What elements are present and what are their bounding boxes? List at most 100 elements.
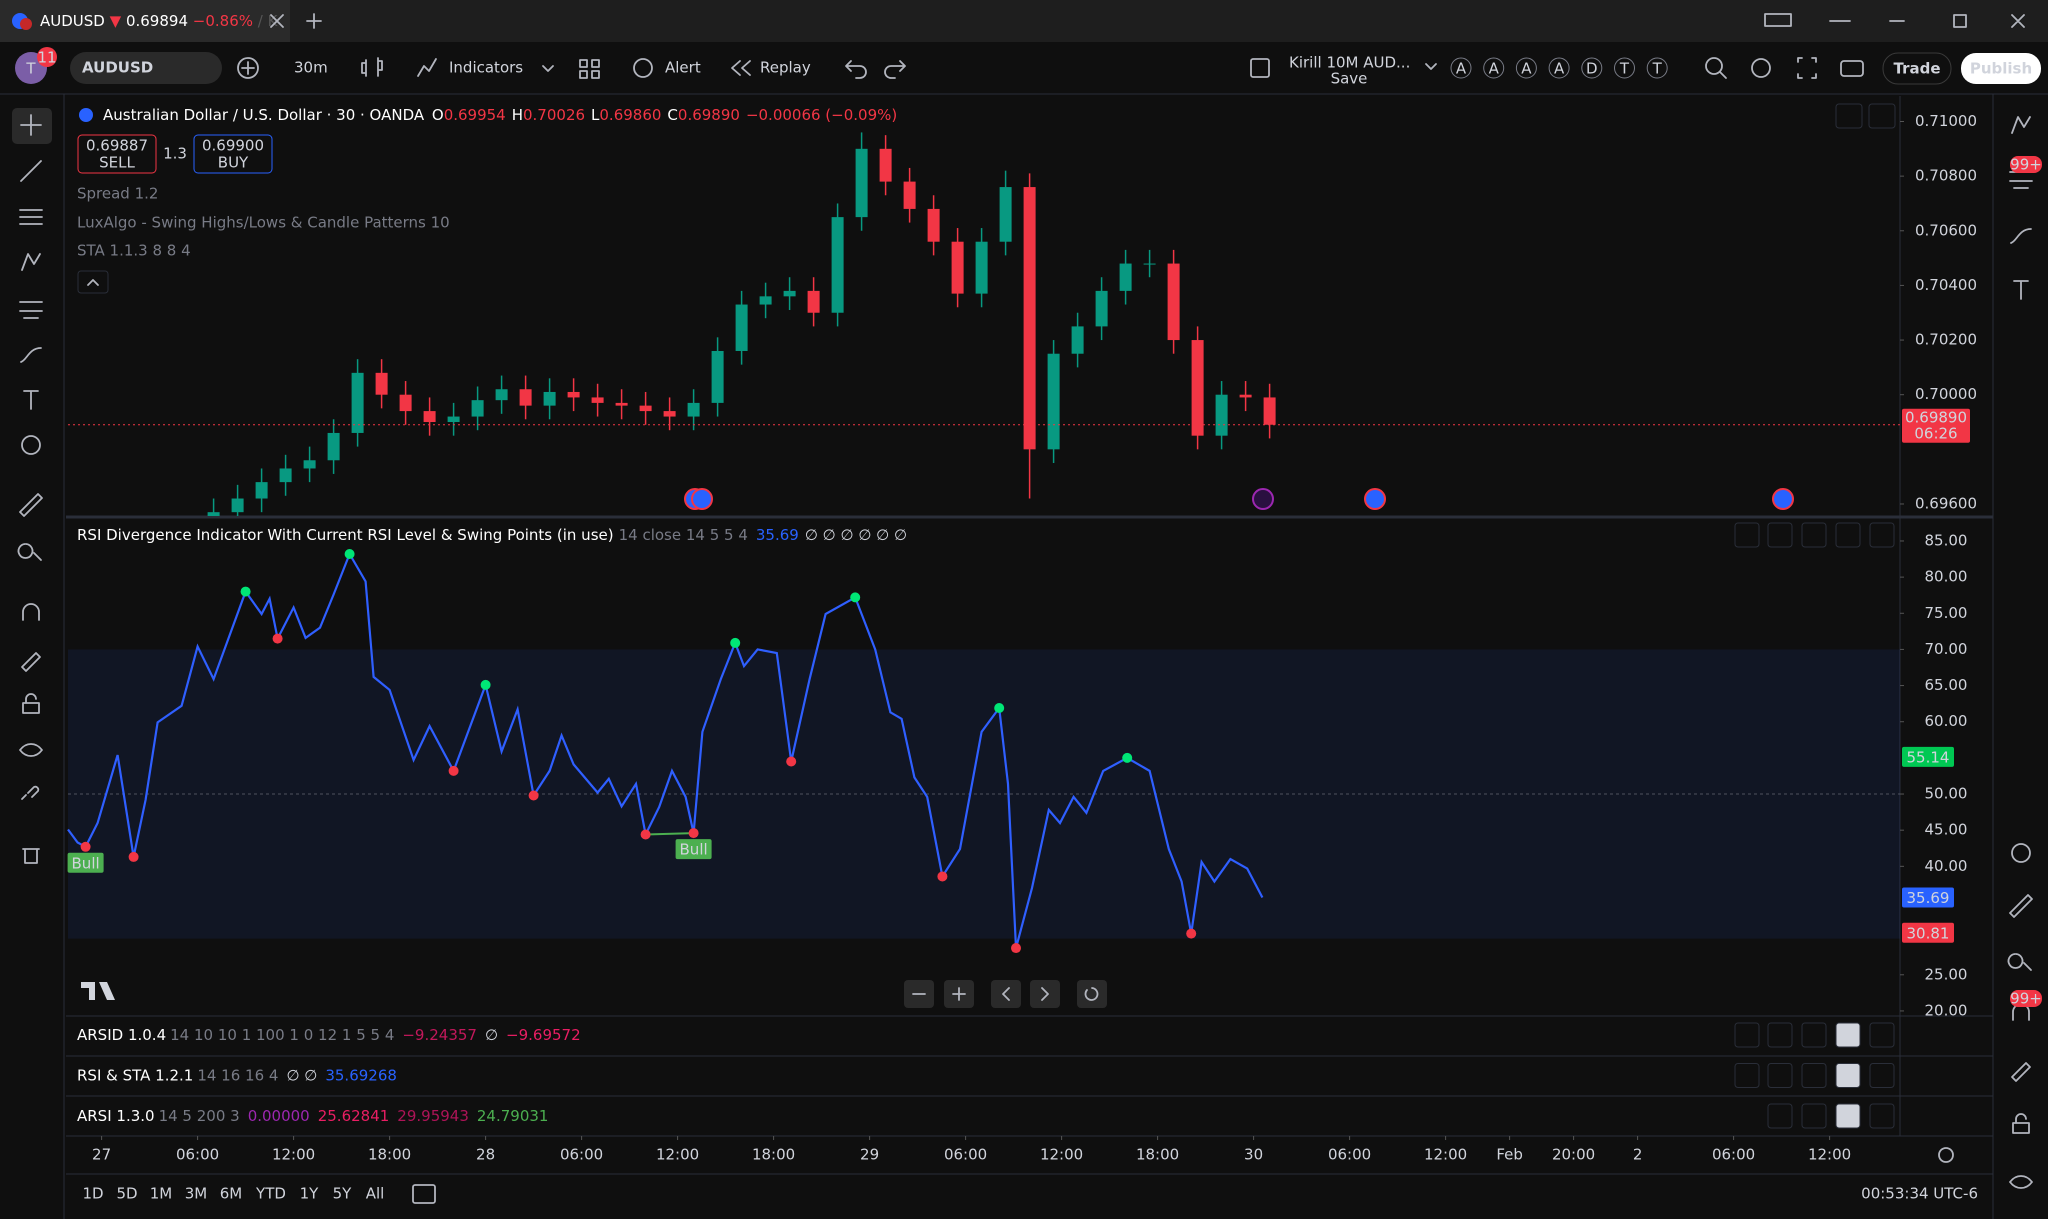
swing-high: [850, 592, 860, 602]
swing-high: [481, 680, 491, 690]
candle-body: [832, 217, 844, 313]
layout-save[interactable]: Save: [1331, 70, 1368, 88]
nav-button[interactable]: [991, 980, 1021, 1008]
rsi-extras: ∅ ∅ ∅ ∅ ∅ ∅: [805, 526, 907, 544]
publish-label: Publish: [1970, 60, 2032, 78]
legend-value: 0.69890: [678, 106, 740, 124]
x-tick-label: 18:00: [752, 1146, 795, 1164]
swing-low: [529, 790, 539, 800]
candle-body: [496, 389, 508, 400]
y-tick-label: 0.70200: [1915, 331, 1977, 349]
candle-body: [1240, 395, 1252, 398]
candle-body: [592, 397, 604, 402]
x-tick-label: 18:00: [368, 1146, 411, 1164]
range-button[interactable]: 5Y: [333, 1185, 353, 1203]
candle-body: [976, 242, 988, 294]
pane-params: 14 16 16 4: [197, 1066, 278, 1084]
legend-title: Australian Dollar / U.S. Dollar · 30 · O…: [103, 106, 425, 124]
y-tick-label: 25.00: [1925, 965, 1968, 983]
range-button[interactable]: 3M: [185, 1185, 208, 1203]
pane-params: 14 10 10 1 100 1 0 12 1 5 5 4: [170, 1026, 394, 1044]
clock[interactable]: 00:53:34 UTC-6: [1861, 1185, 1978, 1203]
range-button[interactable]: All: [366, 1185, 385, 1203]
alert-letter: A: [1489, 60, 1500, 78]
y-tick-label: 0.70400: [1915, 276, 1977, 294]
nav-button[interactable]: [1077, 980, 1107, 1008]
swing-low: [1011, 943, 1021, 953]
y-tick-label: 0.70800: [1915, 167, 1977, 185]
countdown-label: 06:26: [1914, 424, 1957, 442]
x-tick-label: 12:00: [1424, 1146, 1467, 1164]
sell-label: SELL: [99, 154, 135, 172]
range-button[interactable]: 1M: [150, 1185, 173, 1203]
x-tick-label: 06:00: [944, 1146, 987, 1164]
avatar-letter: T: [25, 60, 36, 78]
pane-button[interactable]: [1836, 1064, 1860, 1088]
candle-body: [784, 291, 796, 296]
indicators[interactable]: Indicators: [449, 59, 523, 77]
active-tool[interactable]: [12, 108, 52, 144]
range-button[interactable]: YTD: [255, 1185, 286, 1203]
pane-value: ∅ ∅: [286, 1066, 317, 1084]
swing-low: [1186, 929, 1196, 939]
pane-name: ARSI 1.3.0: [77, 1107, 155, 1125]
tab-change: −0.86%: [193, 12, 253, 30]
candle-body: [352, 373, 364, 433]
legend-key: H: [512, 106, 523, 124]
event-icon[interactable]: [692, 489, 712, 509]
legend-value: 0.69860: [599, 106, 661, 124]
x-tick-label: 2: [1633, 1146, 1643, 1164]
candle-body: [472, 400, 484, 416]
indicator-legend[interactable]: LuxAlgo - Swing Highs/Lows & Candle Patt…: [77, 214, 450, 232]
pane-value: 24.79031: [477, 1107, 549, 1125]
legend-change: −0.00066 (−0.09%): [746, 106, 897, 124]
x-tick-label: 12:00: [272, 1146, 315, 1164]
range-button[interactable]: 1D: [82, 1185, 103, 1203]
alert-letter: D: [1586, 60, 1598, 78]
pane-button[interactable]: [1836, 1104, 1860, 1128]
alert[interactable]: Alert: [665, 59, 701, 77]
event-icon[interactable]: [1365, 489, 1385, 509]
pane-value: −9.69572: [506, 1026, 581, 1044]
candle-body: [904, 182, 916, 209]
indicator-legend[interactable]: STA 1.1.3 8 8 4: [77, 242, 191, 260]
candle-body: [568, 392, 580, 397]
swing-low: [81, 842, 91, 852]
rsi-legend: RSI Divergence Indicator With Current RS…: [77, 526, 907, 544]
legend-value: 0.70026: [523, 106, 585, 124]
candle-body: [688, 403, 700, 417]
range-button[interactable]: 6M: [220, 1185, 243, 1203]
event-icon[interactable]: [1253, 489, 1273, 509]
event-icon[interactable]: [1773, 489, 1793, 509]
y-tick-label: 0.70600: [1915, 221, 1977, 239]
x-tick-label: 06:00: [176, 1146, 219, 1164]
replay[interactable]: Replay: [760, 59, 811, 77]
legend: Australian Dollar / U.S. Dollar · 30 · O…: [103, 106, 897, 124]
rsi-band: [68, 649, 1900, 938]
candle-body: [1072, 326, 1084, 353]
range-button[interactable]: 1Y: [300, 1185, 320, 1203]
alert-letter: A: [1456, 60, 1467, 78]
nav-button[interactable]: [1030, 980, 1060, 1008]
candle-body: [448, 417, 460, 422]
y-tick-label: 45.00: [1925, 821, 1968, 839]
interval[interactable]: 30m: [294, 59, 328, 77]
symbol-flag: [79, 108, 93, 122]
range-button[interactable]: 5D: [116, 1185, 137, 1203]
candle-body: [664, 411, 676, 416]
candle-body: [400, 395, 412, 411]
spread: 1.3: [163, 145, 187, 163]
indicator-legend[interactable]: Spread 1.2: [77, 185, 158, 203]
candle-body: [712, 351, 724, 403]
level-label: 35.69: [1907, 889, 1950, 907]
pane-button[interactable]: [1836, 1023, 1860, 1047]
pane-params: 14 5 200 3: [159, 1107, 240, 1125]
alert-letter: A: [1554, 60, 1565, 78]
level-label: 55.14: [1907, 748, 1950, 766]
alert-letter: T: [1652, 60, 1663, 78]
x-tick-label: 30: [1244, 1146, 1263, 1164]
y-tick-label: 20.00: [1925, 1001, 1968, 1019]
y-tick-label: 85.00: [1925, 531, 1968, 549]
x-tick-label: 06:00: [1712, 1146, 1755, 1164]
buy-price: 0.69900: [202, 137, 264, 155]
